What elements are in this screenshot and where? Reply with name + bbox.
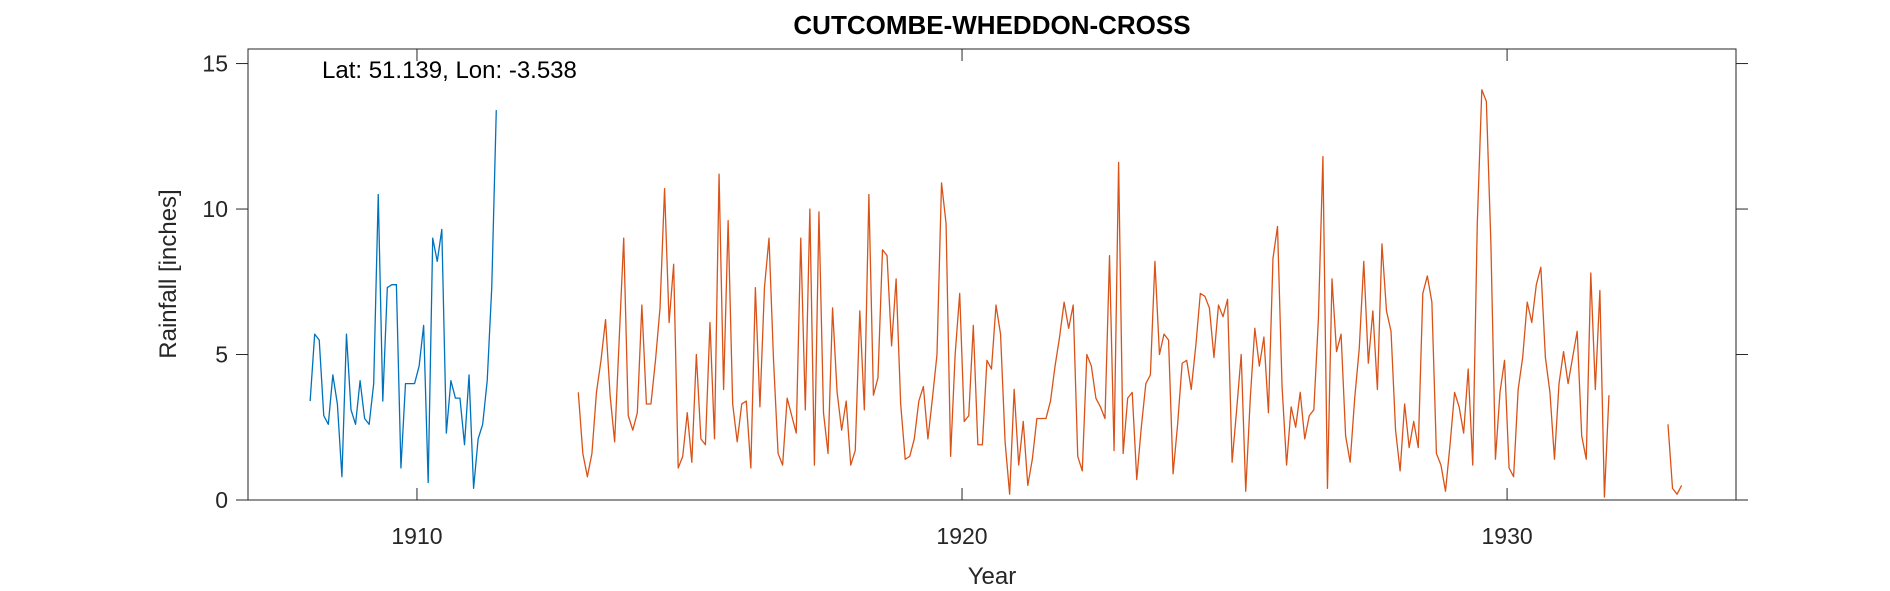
axis-ticks: 1910 1920 1930 0 5 10 15 (202, 49, 1748, 549)
chart-title: CUTCOMBE-WHEDDON-CROSS (793, 10, 1190, 40)
y-axis-label: Rainfall [inches] (155, 189, 182, 358)
y-tick-label: 0 (215, 487, 228, 513)
y-tick-label: 15 (202, 51, 228, 77)
series-1-line (309, 110, 497, 490)
y-tick-label: 5 (215, 342, 228, 368)
y-tick-label: 10 (202, 196, 228, 222)
series-layer (309, 89, 1683, 498)
series-2-line (577, 89, 1683, 498)
plot-area-frame (247, 48, 1737, 501)
location-annotation: Lat: 51.139, Lon: -3.538 (322, 57, 577, 84)
x-tick-label: 1910 (391, 523, 442, 549)
x-axis-label: Year (968, 563, 1017, 590)
x-tick-label: 1920 (936, 523, 987, 549)
x-tick-label: 1930 (1481, 523, 1532, 549)
